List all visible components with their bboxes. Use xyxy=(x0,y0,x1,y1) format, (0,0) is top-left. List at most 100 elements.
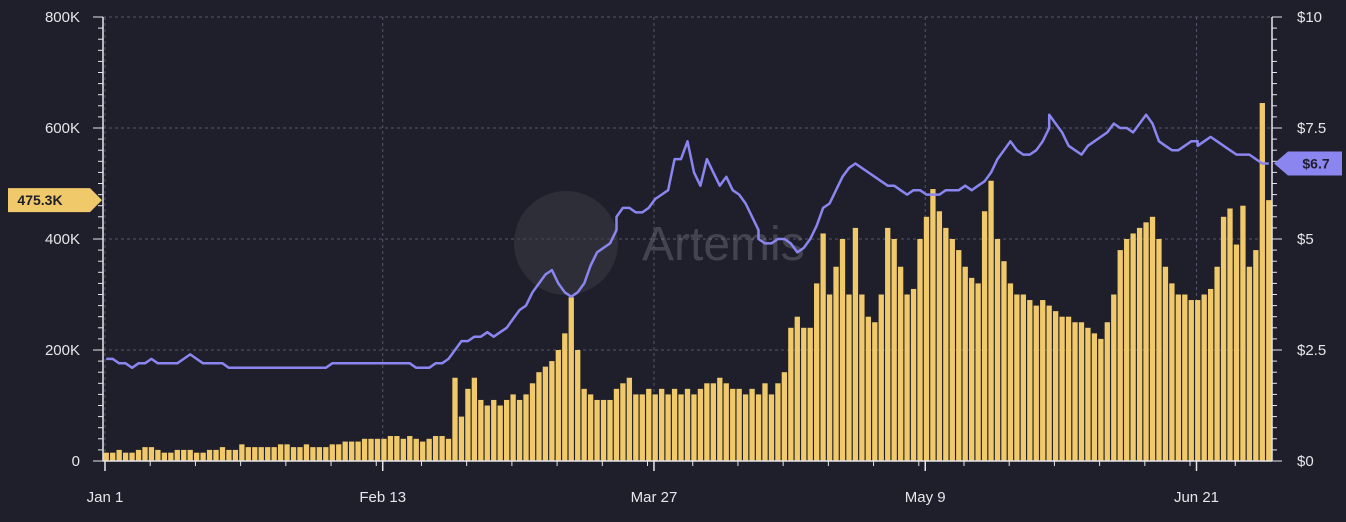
bar xyxy=(568,297,574,461)
bar xyxy=(1169,283,1175,461)
bar xyxy=(1246,266,1253,461)
bar xyxy=(174,449,180,461)
bar xyxy=(1104,322,1110,461)
bar xyxy=(374,438,381,461)
bar xyxy=(600,399,607,461)
bar xyxy=(659,388,665,461)
bar xyxy=(652,394,658,461)
bar xyxy=(465,388,471,461)
bar xyxy=(788,327,794,461)
bar xyxy=(917,239,923,461)
bar xyxy=(181,449,187,461)
price-line xyxy=(106,113,1269,370)
left-tick-label: 800K xyxy=(45,9,80,26)
bar xyxy=(633,394,639,461)
bar xyxy=(1240,205,1246,461)
x-tick-label: Jan 1 xyxy=(87,489,124,506)
bar xyxy=(1059,316,1065,461)
bar xyxy=(368,438,374,461)
bar xyxy=(1162,266,1169,461)
bar xyxy=(400,438,406,461)
bar xyxy=(969,277,975,461)
left-tick-label: 200K xyxy=(45,342,80,359)
latest-markers: 475.3K $6.7 xyxy=(8,151,1342,213)
bar xyxy=(897,266,904,461)
bar xyxy=(1156,239,1162,461)
bar xyxy=(1220,216,1227,461)
axes: 0 200K 400K 600K 800K $0 $2.5 $5 $7.5 $10 Jan 1 Feb… xyxy=(45,9,1326,506)
bar xyxy=(678,394,684,461)
bar xyxy=(1052,311,1059,461)
bar xyxy=(671,388,678,461)
bar xyxy=(394,436,400,461)
bar xyxy=(949,239,955,461)
bar xyxy=(1091,333,1098,461)
bar xyxy=(504,399,510,461)
bar xyxy=(820,233,826,461)
bar xyxy=(407,436,413,461)
bar xyxy=(329,444,335,461)
bar xyxy=(730,388,736,461)
bar xyxy=(587,394,594,461)
bar xyxy=(872,322,878,461)
bar xyxy=(142,447,148,461)
bar xyxy=(523,394,529,461)
bar xyxy=(704,383,710,461)
bar xyxy=(168,452,174,461)
bar xyxy=(232,449,239,461)
bar xyxy=(245,447,251,461)
bar xyxy=(910,288,917,461)
bar xyxy=(529,383,536,461)
bar xyxy=(781,372,788,461)
bar xyxy=(626,377,633,461)
bar xyxy=(1130,233,1136,461)
bar xyxy=(1233,244,1240,461)
bar xyxy=(1098,338,1104,461)
watermark-text: Artemis xyxy=(642,218,805,271)
bar xyxy=(1020,294,1026,461)
bar xyxy=(794,316,800,461)
bar xyxy=(129,452,135,461)
bar xyxy=(962,266,968,461)
bar xyxy=(381,438,387,461)
bar xyxy=(316,447,323,461)
bar xyxy=(1188,300,1194,461)
bar xyxy=(110,452,116,461)
bar xyxy=(956,250,962,461)
bar xyxy=(981,211,988,461)
bar xyxy=(155,449,161,461)
x-tick-label: May 9 xyxy=(905,489,946,506)
bar xyxy=(1111,294,1117,461)
bar xyxy=(219,447,226,461)
bar xyxy=(988,180,994,461)
bar xyxy=(1207,288,1214,461)
bar xyxy=(1046,305,1052,461)
bar xyxy=(458,416,465,461)
bar xyxy=(807,327,813,461)
bar xyxy=(1040,300,1046,461)
bar xyxy=(865,316,871,461)
bar xyxy=(581,388,587,461)
grid xyxy=(103,16,1272,461)
bar xyxy=(265,447,271,461)
bar xyxy=(878,294,884,461)
line-latest-label: $6.7 xyxy=(1302,156,1329,172)
bar xyxy=(749,388,755,461)
bar xyxy=(1149,216,1156,461)
x-tick-label: Feb 13 xyxy=(359,489,406,506)
bar xyxy=(1078,322,1085,461)
right-tick-label: $10 xyxy=(1297,9,1322,26)
bar xyxy=(1117,250,1123,461)
bar xyxy=(271,447,277,461)
bar xyxy=(323,447,329,461)
bar xyxy=(1214,266,1220,461)
bar xyxy=(161,452,168,461)
bar xyxy=(252,447,258,461)
bar xyxy=(413,438,419,461)
bar xyxy=(284,444,290,461)
bar xyxy=(258,447,264,461)
bar xyxy=(1227,208,1233,461)
x-tick-label: Jun 21 xyxy=(1174,489,1219,506)
bar xyxy=(975,283,981,461)
bar xyxy=(710,383,716,461)
